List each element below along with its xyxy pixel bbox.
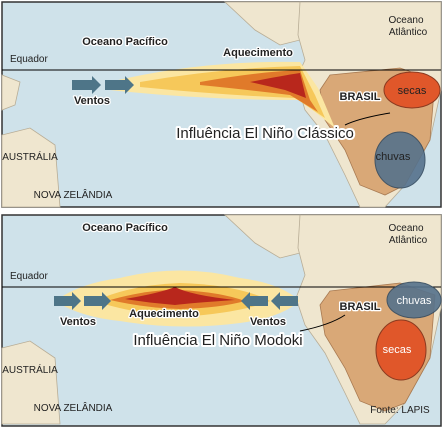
warming-core <box>125 287 235 305</box>
wind-label: Ventos <box>60 316 96 328</box>
ocean-label: Oceano Pacífico <box>82 222 168 234</box>
place-label: NOVA ZELÂNDIA <box>34 401 113 414</box>
central-america <box>223 214 301 259</box>
region-ellipse <box>383 71 441 109</box>
place-label: AUSTRÁLIA <box>2 363 58 376</box>
wind-label: Ventos <box>74 95 110 107</box>
panel-classic: Oceano Pacífico Oceano Atlântico Equador… <box>1 1 442 208</box>
caption: Influência El Niño Clássico <box>176 125 354 142</box>
ocean-label: Atlântico <box>389 235 428 246</box>
ocean-label: Oceano Pacífico <box>82 36 168 48</box>
leader-line <box>344 112 391 126</box>
warming-core <box>250 73 306 98</box>
ocean-label: Atlântico <box>389 27 428 38</box>
region-ellipse <box>374 131 426 189</box>
region-ellipse <box>386 281 442 319</box>
wind-arrow <box>54 292 81 310</box>
wind-arrow <box>105 76 134 94</box>
wind-arrow <box>72 76 101 94</box>
australia-land <box>1 340 61 425</box>
place-label: AUSTRÁLIA <box>2 150 58 163</box>
central-america <box>223 1 301 46</box>
ocean-label: Oceano <box>388 15 423 26</box>
region-label: chuvas <box>397 295 432 307</box>
leader-line <box>299 314 346 332</box>
warming-label: Aquecimento <box>223 47 293 59</box>
region-label: secas <box>383 344 412 356</box>
region-label: secas <box>398 85 427 97</box>
warming-label: Aquecimento <box>129 308 199 320</box>
wind-arrow <box>241 292 268 310</box>
equator-label: Equador <box>10 271 48 282</box>
country-label: BRASIL <box>340 301 381 313</box>
region-label: chuvas <box>376 151 411 163</box>
country-label: BRASIL <box>340 91 381 103</box>
ocean-label: Oceano <box>388 223 423 234</box>
equator-label: Equador <box>10 54 48 65</box>
region-ellipse <box>375 319 427 381</box>
wind-arrow <box>84 292 111 310</box>
wind-label: Ventos <box>250 316 286 328</box>
panel-modoki: Oceano Pacífico Oceano Atlântico Equador… <box>1 214 442 427</box>
caption: Influência El Niño Modoki <box>133 332 302 349</box>
source: Fonte: LAPIS <box>370 405 430 416</box>
islands <box>1 74 21 111</box>
wind-arrow <box>271 292 298 310</box>
place-label: NOVA ZELÂNDIA <box>34 188 113 201</box>
australia-land <box>1 127 61 208</box>
